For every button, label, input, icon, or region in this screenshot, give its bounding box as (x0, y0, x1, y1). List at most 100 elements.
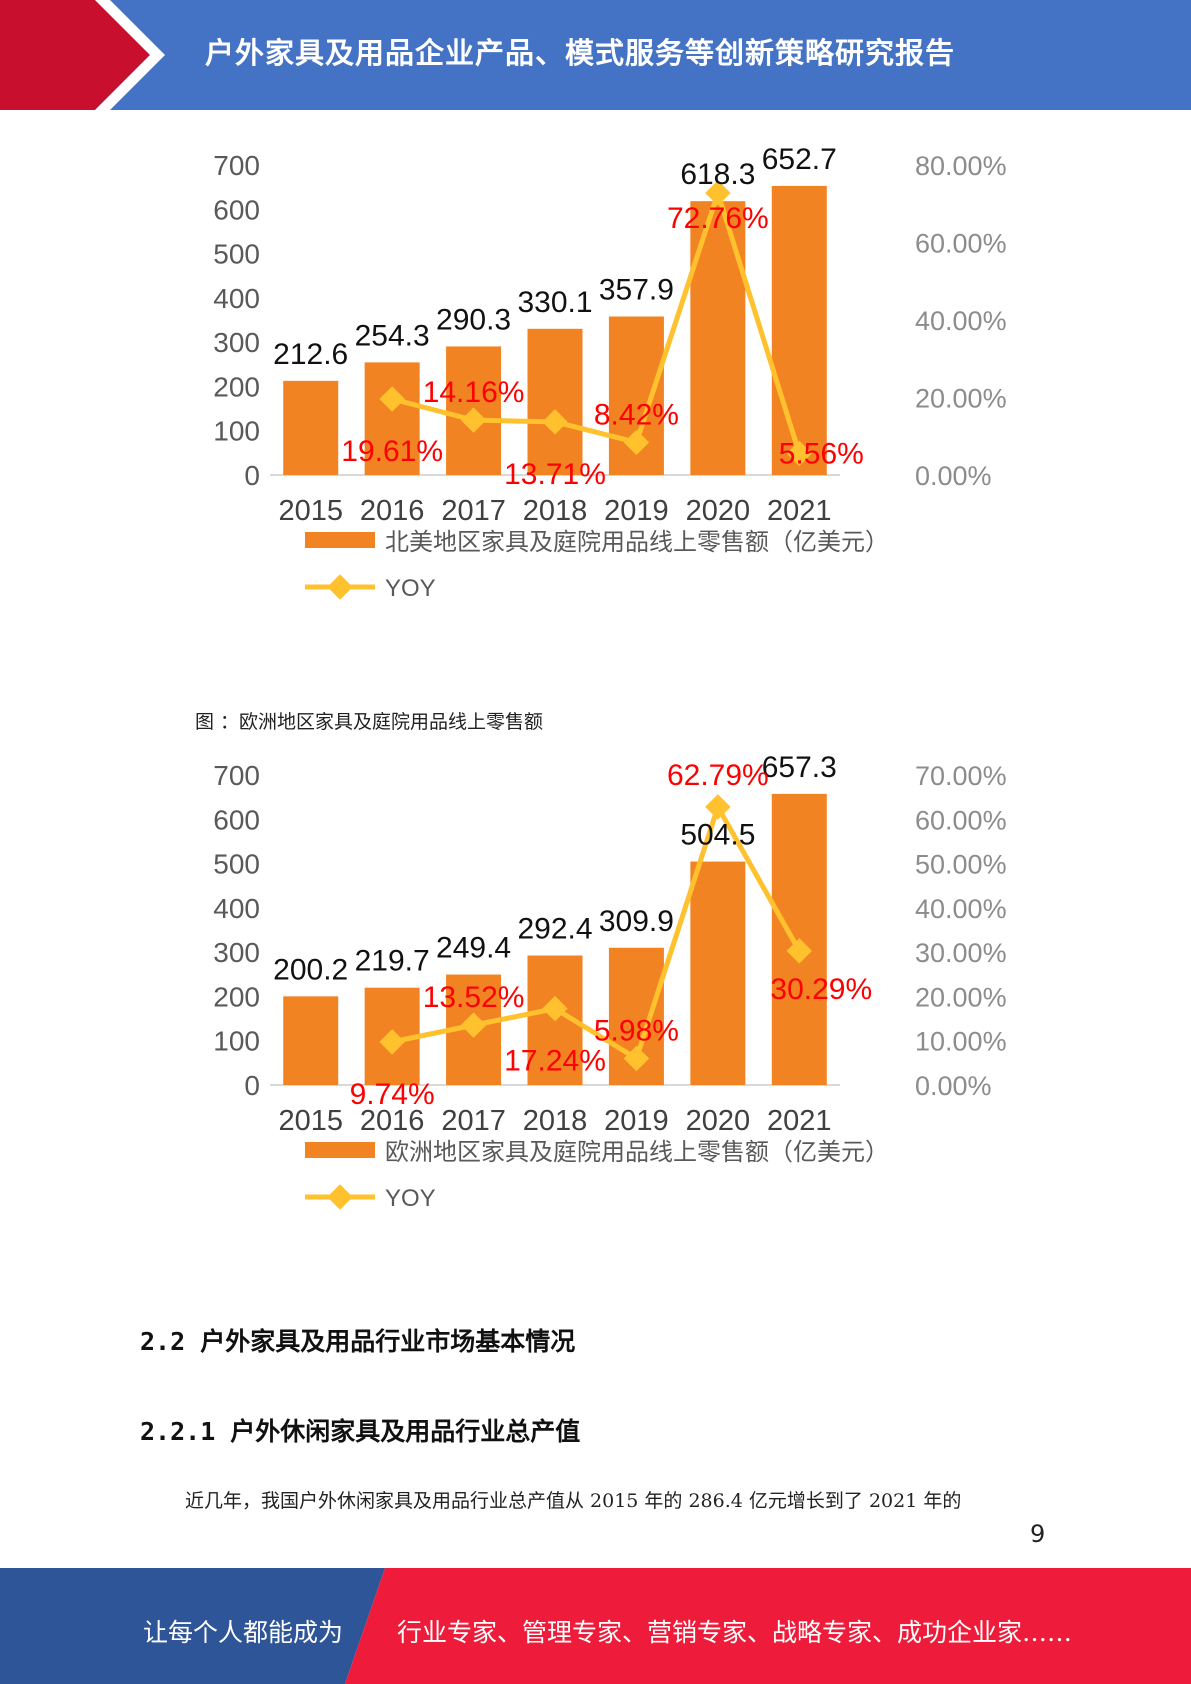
subsection-heading: 2.2.1 户外休闲家具及用品行业总产值 (140, 1417, 581, 1446)
footer-slogan-right: 行业专家、管理专家、营销专家、战略专家、成功企业家…… (397, 1618, 1073, 1647)
header-chevron-graphic (0, 0, 165, 110)
y-right-tick-label: 40.00% (915, 894, 1007, 924)
yoy-marker (379, 386, 405, 412)
yoy-value-label: 8.42% (594, 398, 679, 431)
y-left-tick-label: 500 (213, 239, 260, 270)
bar-value-label: 504.5 (680, 819, 755, 852)
x-tick-label: 2018 (523, 1105, 588, 1137)
bar (771, 185, 827, 475)
x-tick-label: 2019 (604, 1105, 669, 1137)
bar (690, 861, 746, 1085)
bar-value-label: 330.1 (517, 286, 592, 319)
x-tick-label: 2018 (523, 495, 588, 527)
yoy-value-label: 17.24% (504, 1045, 606, 1078)
y-left-tick-label: 0 (244, 460, 260, 491)
bar-value-label: 357.9 (599, 274, 674, 307)
y-left-tick-label: 100 (213, 1026, 260, 1057)
y-left-tick-label: 700 (213, 760, 260, 791)
bar-value-label: 200.2 (273, 953, 348, 986)
legend-line-marker (327, 574, 353, 600)
yoy-value-label: 13.71% (504, 458, 606, 491)
x-tick-label: 2015 (278, 495, 343, 527)
section-heading: 2.2 户外家具及用品行业市场基本情况 (140, 1327, 576, 1356)
y-right-tick-label: 70.00% (915, 761, 1007, 791)
y-right-tick-label: 40.00% (915, 306, 1007, 336)
y-right-tick-label: 30.00% (915, 938, 1007, 968)
y-right-tick-label: 20.00% (915, 384, 1007, 414)
y-left-tick-label: 500 (213, 849, 260, 880)
yoy-marker (705, 180, 731, 206)
page-number: 9 (1030, 1520, 1046, 1548)
x-tick-label: 2017 (441, 1105, 506, 1137)
yoy-value-label: 30.29% (770, 973, 872, 1006)
footer-slogan-left: 让每个人都能成为 (143, 1618, 344, 1647)
yoy-marker (460, 407, 487, 433)
x-tick-label: 2020 (686, 495, 751, 527)
yoy-line (391, 184, 802, 455)
report-footer: 让每个人都能成为 行业专家、管理专家、营销专家、战略专家、成功企业家…… (0, 1568, 1191, 1684)
yoy-value-label: 13.52% (423, 981, 525, 1014)
legend-line-marker (327, 1184, 353, 1210)
bar-value-label: 618.3 (680, 158, 755, 191)
yoy-value-label: 9.74% (350, 1078, 435, 1111)
yoy-value-label: 5.98% (594, 1015, 679, 1048)
legend-line-label: YOY (385, 1185, 436, 1212)
yoy-marker (786, 938, 813, 964)
y-right-tick-label: 80.00% (915, 151, 1007, 181)
y-left-tick-label: 600 (213, 194, 260, 225)
bar (364, 362, 420, 475)
x-tick-label: 2020 (686, 1105, 751, 1137)
y-left-tick-label: 200 (213, 371, 260, 402)
bar-value-label: 212.6 (273, 338, 348, 371)
y-right-tick-label: 10.00% (915, 1027, 1007, 1057)
legend-bar-label: 北美地区家具及庭院用品线上零售额（亿美元） (385, 529, 889, 556)
y-left-tick-label: 300 (213, 937, 260, 968)
bar (690, 201, 746, 475)
bar-value-label: 652.7 (762, 143, 837, 176)
bar (283, 380, 339, 475)
x-tick-label: 2017 (441, 495, 506, 527)
yoy-marker (623, 429, 650, 456)
bar (283, 996, 339, 1085)
y-left-tick-label: 100 (213, 416, 260, 447)
yoy-value-label: 5.56% (779, 437, 864, 470)
bar-value-label: 292.4 (517, 913, 592, 946)
y-right-tick-label: 0.00% (915, 461, 992, 491)
y-left-tick-label: 700 (213, 150, 260, 181)
y-left-tick-label: 200 (213, 981, 260, 1012)
y-right-tick-label: 60.00% (915, 805, 1007, 835)
legend-bar-swatch (305, 532, 375, 548)
legend-line-label: YOY (385, 575, 436, 602)
y-right-tick-label: 0.00% (915, 1071, 992, 1101)
yoy-marker (786, 440, 813, 467)
x-tick-label: 2021 (767, 495, 832, 527)
yoy-line (391, 800, 802, 1063)
x-tick-label: 2021 (767, 1105, 832, 1137)
yoy-marker (623, 1045, 650, 1072)
yoy-marker (705, 794, 731, 820)
figure-caption: 图 ：欧洲地区家具及庭院用品线上零售额 (195, 711, 544, 733)
bar (527, 328, 583, 475)
yoy-marker (542, 409, 568, 435)
yoy-value-label: 14.16% (423, 376, 525, 409)
x-tick-label: 2019 (604, 495, 669, 527)
yoy-value-label: 62.79% (667, 759, 769, 792)
north-america-sales-chart: 0 100 200 300 400 500 600 700 0.00% 20.00% 40.00% 6… (213, 143, 1007, 602)
y-right-tick-label: 60.00% (915, 229, 1007, 259)
x-tick-label: 2016 (360, 495, 425, 527)
bar-value-label: 219.7 (355, 945, 430, 978)
yoy-marker (542, 995, 568, 1022)
y-right-tick-label: 20.00% (915, 982, 1007, 1012)
x-tick-label: 2016 (360, 1105, 425, 1137)
legend-bar-swatch (305, 1142, 375, 1158)
report-header: 户外家具及用品企业产品、模式服务等创新策略研究报告 (0, 0, 1191, 110)
y-right-tick-label: 50.00% (915, 850, 1007, 880)
yoy-value-label: 72.76% (667, 202, 769, 235)
legend-bar-label: 欧洲地区家具及庭院用品线上零售额（亿美元） (385, 1139, 889, 1166)
x-tick-label: 2015 (278, 1105, 343, 1137)
bar-value-label: 254.3 (355, 319, 430, 352)
bar-value-label: 657.3 (762, 751, 837, 784)
footer-band-graphic (0, 1568, 1191, 1684)
bar-value-label: 249.4 (436, 932, 511, 965)
yoy-marker (460, 1012, 487, 1038)
